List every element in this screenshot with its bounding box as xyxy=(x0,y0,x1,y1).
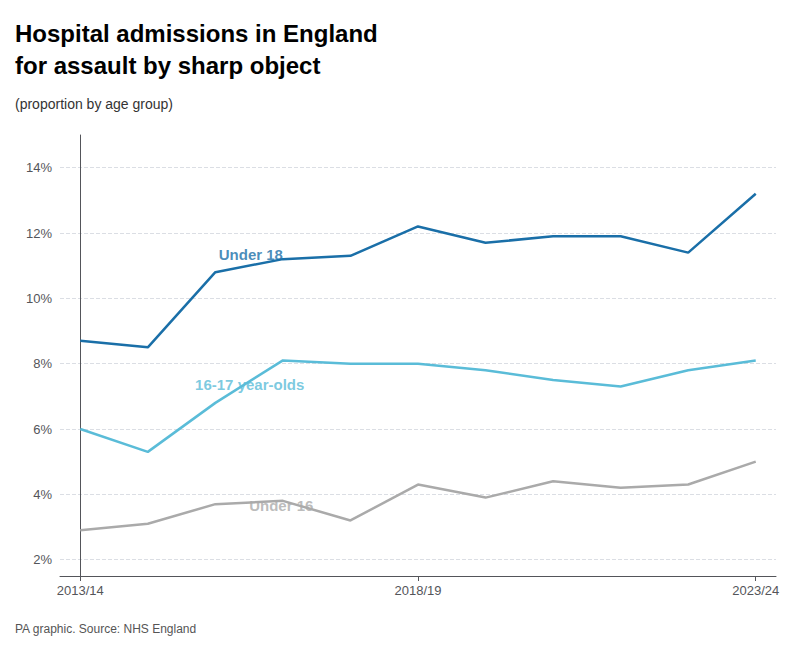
svg-text:2013/14: 2013/14 xyxy=(57,583,104,598)
svg-text:for assault by sharp object: for assault by sharp object xyxy=(15,52,320,79)
svg-text:6%: 6% xyxy=(33,422,52,437)
svg-text:4%: 4% xyxy=(33,487,52,502)
svg-text:Under 16: Under 16 xyxy=(249,497,314,515)
svg-text:Hospital admissions in England: Hospital admissions in England xyxy=(15,20,378,47)
svg-text:8%: 8% xyxy=(33,356,52,371)
svg-text:14%: 14% xyxy=(26,160,52,175)
svg-text:PA graphic. Source: NHS Englan: PA graphic. Source: NHS England xyxy=(15,622,196,636)
svg-text:2018/19: 2018/19 xyxy=(395,583,442,598)
svg-text:10%: 10% xyxy=(26,291,52,306)
svg-text:12%: 12% xyxy=(26,226,52,241)
svg-text:(proportion by age group): (proportion by age group) xyxy=(15,96,173,112)
svg-text:2%: 2% xyxy=(33,552,52,567)
svg-text:Under 18: Under 18 xyxy=(218,245,283,263)
svg-text:16-17 year-olds: 16-17 year-olds xyxy=(195,376,304,393)
svg-text:2023/24: 2023/24 xyxy=(732,583,779,598)
